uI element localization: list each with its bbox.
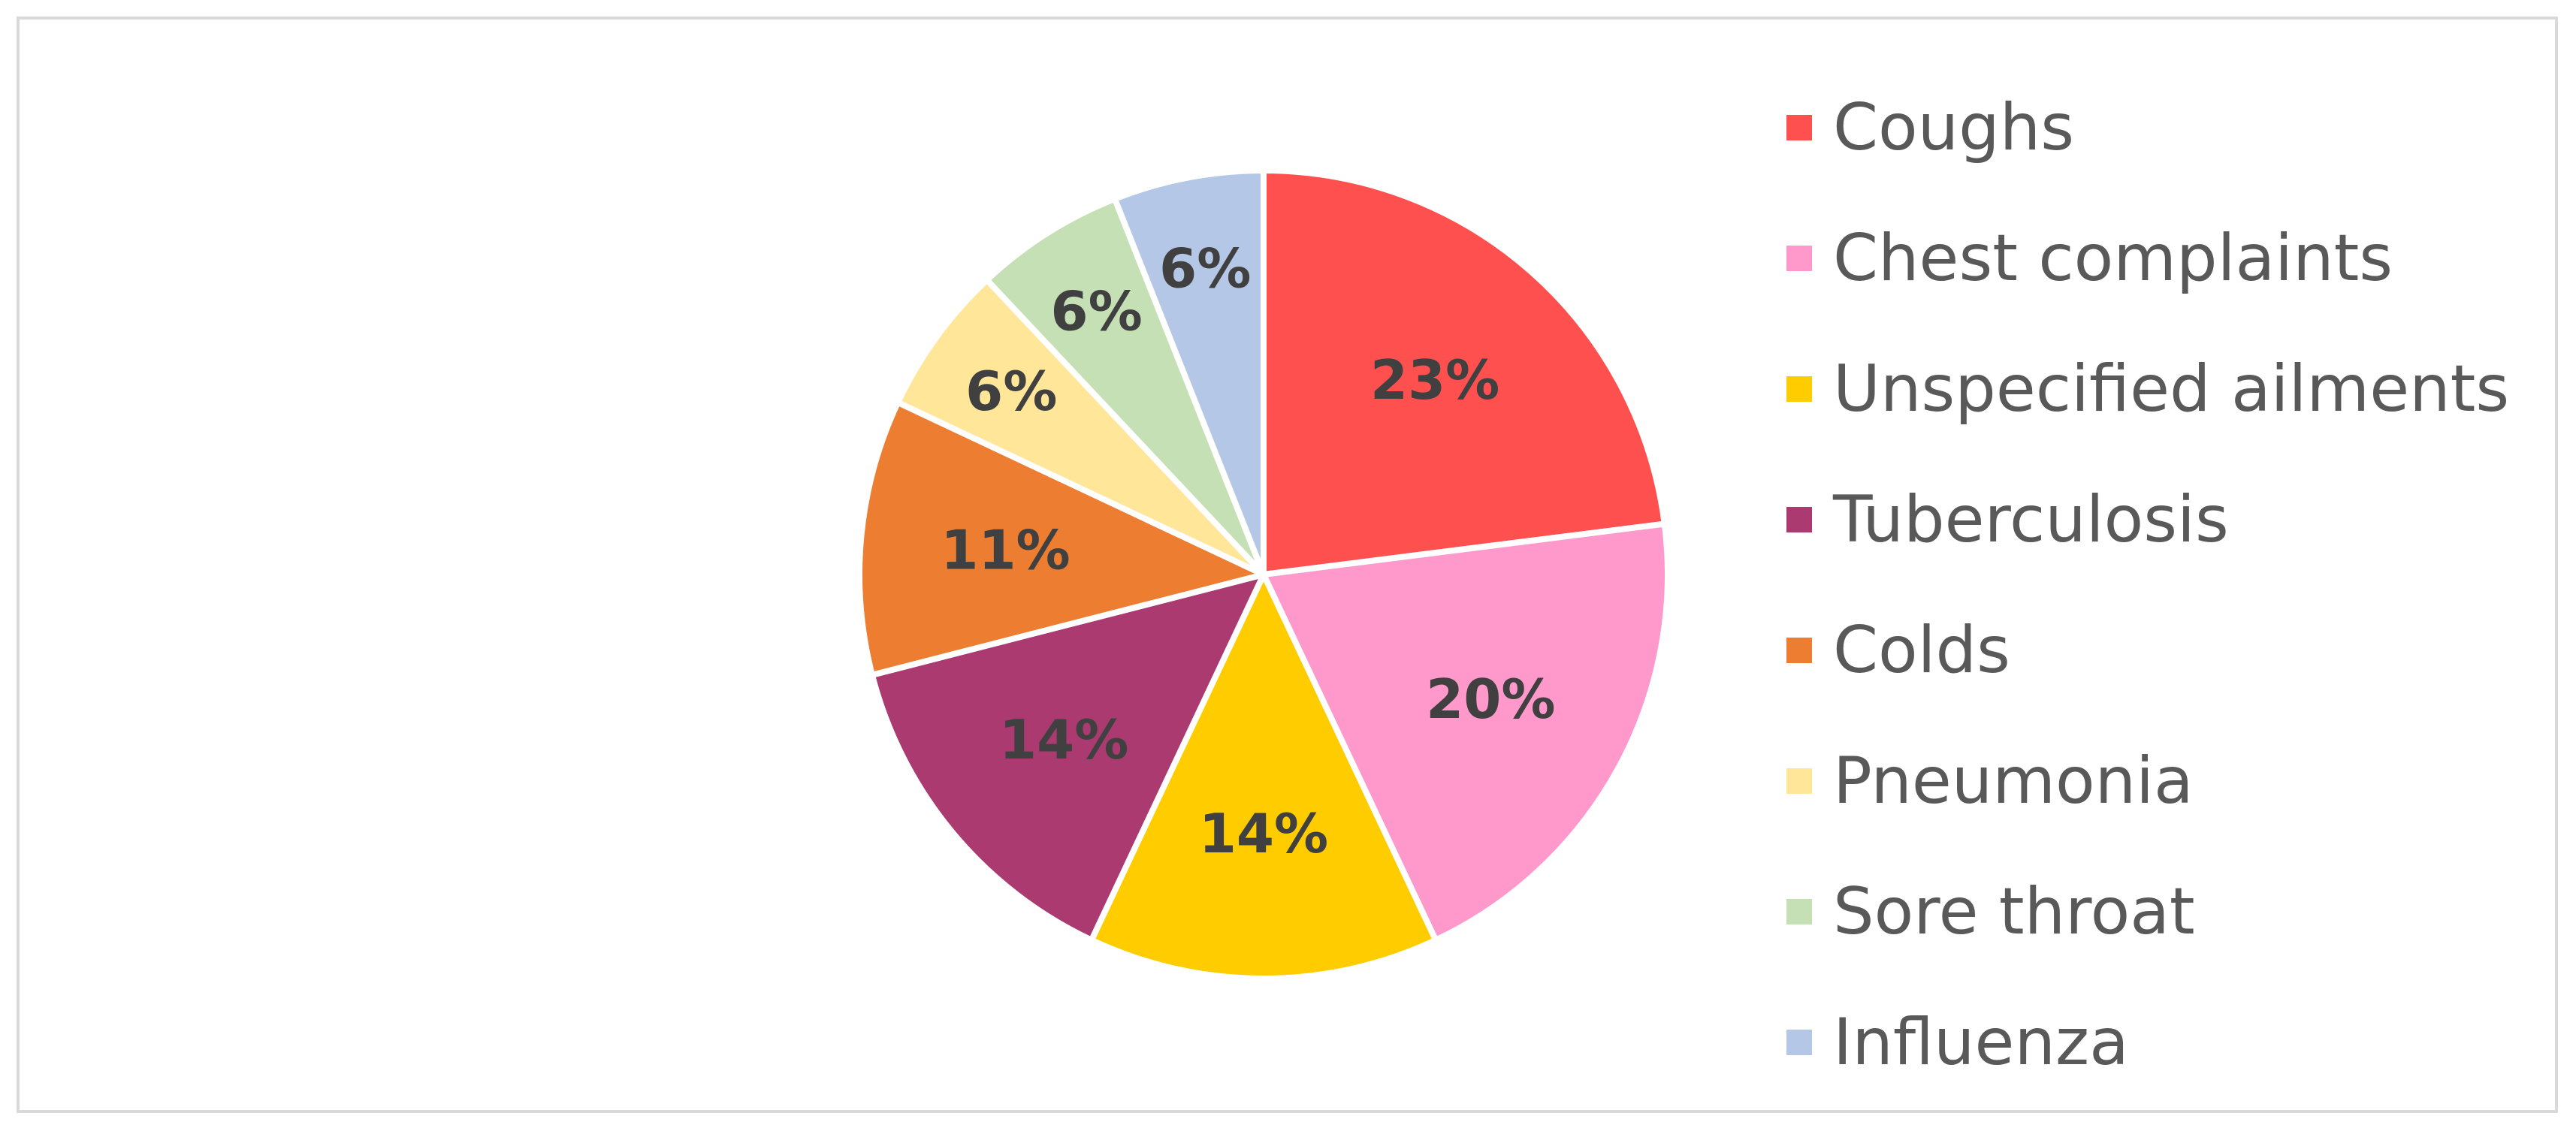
legend-item: Pneumonia (1786, 736, 2538, 867)
pie-slice-tuberculosis (868, 572, 1267, 943)
legend-swatch (1786, 246, 1812, 271)
legend-item: Tuberculosis (1786, 475, 2538, 605)
legend-item: Coughs (1786, 83, 2538, 213)
pie-slice-pneumonia (895, 276, 1267, 578)
data-label: 14% (1199, 802, 1328, 865)
data-label: 11% (941, 519, 1070, 582)
legend: Coughs Chest complaints Unspecified ailmen… (1786, 83, 2538, 1128)
legend-label: Sore throat (1833, 874, 2195, 949)
pie-slice-colds (856, 399, 1267, 678)
pie-slice-chest-complaints (1261, 520, 1671, 943)
legend-swatch (1786, 376, 1812, 402)
data-label: 6% (1159, 237, 1251, 300)
data-label: 14% (999, 708, 1128, 771)
legend-label: Colds (1833, 613, 2010, 688)
pie-slice-unspecified-ailments (1088, 572, 1439, 982)
pie-slice-coughs (1261, 167, 1668, 578)
legend-swatch (1786, 899, 1812, 924)
legend-item: Chest complaints (1786, 213, 2538, 344)
data-label: 20% (1426, 668, 1555, 731)
legend-swatch (1786, 115, 1812, 140)
pie-slice-influenza (1111, 167, 1267, 578)
legend-item: Colds (1786, 605, 2538, 736)
legend-item: Unspecified ailments (1786, 344, 2538, 475)
legend-label: Chest complaints (1833, 221, 2393, 296)
data-label: 6% (1051, 280, 1143, 343)
legend-label: Unspecified ailments (1833, 351, 2510, 427)
legend-swatch (1786, 507, 1812, 532)
legend-swatch (1786, 768, 1812, 794)
legend-item: Sore throat (1786, 867, 2538, 997)
legend-item: Influenza (1786, 997, 2538, 1128)
legend-label: Coughs (1833, 90, 2075, 165)
legend-label: Pneumonia (1833, 743, 2194, 819)
legend-swatch (1786, 1030, 1812, 1055)
legend-label: Tuberculosis (1833, 482, 2229, 557)
data-label: 23% (1370, 348, 1499, 412)
legend-swatch (1786, 638, 1812, 663)
legend-label: Influenza (1833, 1005, 2129, 1080)
pie-slice-sore-throat (983, 195, 1267, 578)
data-label: 6% (965, 360, 1057, 423)
